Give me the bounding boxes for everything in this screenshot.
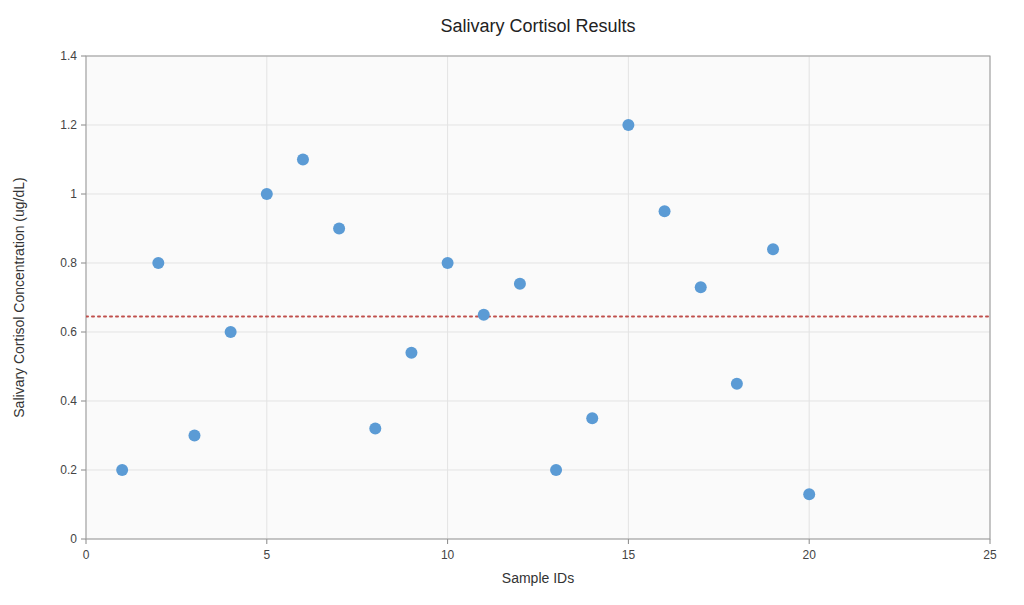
scatter-point xyxy=(369,423,381,435)
x-tick xyxy=(990,539,991,544)
x-grid-line xyxy=(447,56,448,539)
y-axis-label: Salivary Cortisol Concentration (ug/dL) xyxy=(11,177,27,417)
x-tick-label: 25 xyxy=(983,548,997,562)
reference-line xyxy=(86,315,990,317)
x-tick-label: 5 xyxy=(263,548,270,562)
chart-svg: 0 5 10 15 20 25 0 0.2 0.4 0.6 0.8 1 1.2 1.4 Salivary C… xyxy=(0,0,1024,605)
y-tick-label: 0.8 xyxy=(60,256,77,270)
x-tick-label: 15 xyxy=(622,548,636,562)
scatter-point xyxy=(695,281,707,293)
x-grid-line xyxy=(809,56,810,539)
axes: 0 5 10 15 20 25 0 0.2 0.4 0.6 0.8 1 1.2 1.4 xyxy=(60,49,997,562)
scatter-point xyxy=(225,326,237,338)
y-tick xyxy=(81,401,86,402)
y-tick xyxy=(81,56,86,57)
x-tick xyxy=(447,539,448,544)
y-tick-label: 1 xyxy=(70,187,77,201)
y-tick-label: 0.6 xyxy=(60,325,77,339)
y-tick-label: 0 xyxy=(70,532,77,546)
scatter-point xyxy=(188,430,200,442)
scatter-point xyxy=(152,257,164,269)
grid xyxy=(86,56,990,539)
scatter-point xyxy=(622,119,634,131)
scatter-point xyxy=(731,378,743,390)
y-tick xyxy=(81,470,86,471)
chart-container: 0 5 10 15 20 25 0 0.2 0.4 0.6 0.8 1 1.2 1.4 Salivary C… xyxy=(0,0,1024,605)
plot-area xyxy=(86,119,990,500)
y-tick-label: 1.2 xyxy=(60,118,77,132)
x-tick xyxy=(86,539,87,544)
scatter-point xyxy=(116,464,128,476)
y-grid-line xyxy=(86,263,990,264)
y-grid-line xyxy=(86,401,990,402)
scatter-point xyxy=(261,188,273,200)
y-tick xyxy=(81,194,86,195)
scatter-point xyxy=(767,243,779,255)
y-tick xyxy=(81,332,86,333)
plot-frame xyxy=(86,56,990,539)
y-grid-line xyxy=(86,332,990,333)
scatter-point xyxy=(478,309,490,321)
x-grid-line xyxy=(266,56,267,539)
x-tick xyxy=(628,539,629,544)
scatter-point xyxy=(586,412,598,424)
scatter-point xyxy=(803,488,815,500)
y-grid-line xyxy=(86,470,990,471)
y-tick-label: 1.4 xyxy=(60,49,77,63)
x-tick-label: 0 xyxy=(83,548,90,562)
scatter-point xyxy=(297,154,309,166)
scatter-point xyxy=(514,278,526,290)
y-tick-label: 0.4 xyxy=(60,394,77,408)
x-tick xyxy=(266,539,267,544)
y-tick xyxy=(81,125,86,126)
scatter-point xyxy=(405,347,417,359)
scatter-point xyxy=(550,464,562,476)
y-tick xyxy=(81,263,86,264)
x-axis-label: Sample IDs xyxy=(502,570,574,586)
y-tick xyxy=(81,539,86,540)
x-tick-label: 20 xyxy=(803,548,817,562)
scatter-point xyxy=(442,257,454,269)
scatter-point xyxy=(659,205,671,217)
y-grid-line xyxy=(86,125,990,126)
y-tick-label: 0.2 xyxy=(60,463,77,477)
x-tick-label: 10 xyxy=(441,548,455,562)
y-grid-line xyxy=(86,194,990,195)
plot-background xyxy=(86,56,990,539)
x-tick xyxy=(809,539,810,544)
chart-title: Salivary Cortisol Results xyxy=(440,16,635,36)
scatter-point xyxy=(333,223,345,235)
